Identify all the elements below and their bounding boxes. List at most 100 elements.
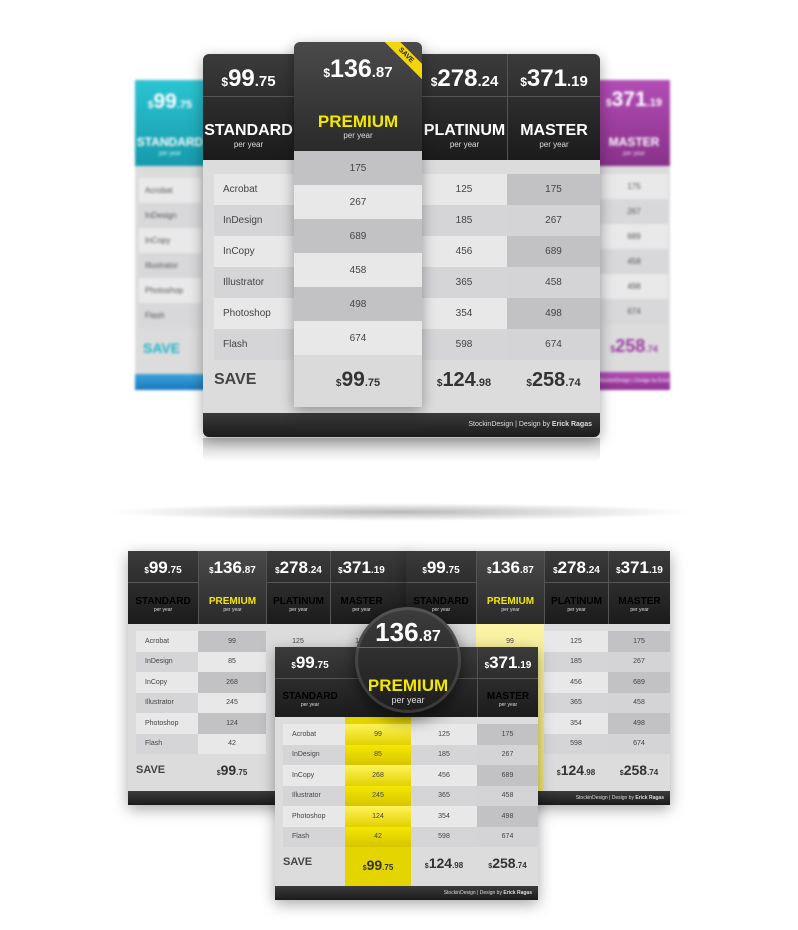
purple-value: 689 [600,224,668,249]
sl-footer-price: $99.75 [216,762,248,778]
sr-value: 598 [544,733,608,754]
front-platinum-footer-price: $124.98 [424,855,464,871]
teal-feature: Acrobat [139,178,201,203]
standard-price: $99.75 [221,65,276,92]
feature-label-list: Acrobat InDesign InCopy Illustrator Phot… [214,174,294,360]
teal-card-header: $99.75 STANDARD per year [135,80,205,166]
table-reflection [203,438,600,462]
premium-value: 674 [294,321,422,355]
sl-per-year: per year [289,607,308,613]
loupe-price: 136.87 [375,617,441,647]
sl-save-label: SAVE [136,764,166,776]
platinum-value-list: 125 185 456 365 354 598 [421,174,507,360]
master-value: 498 [507,298,600,329]
feature-label: Illustrator [214,267,294,298]
magnifier-loupe: 136.87 PREMIUM per year SAVE [355,607,461,713]
front-per-year: per year [498,702,518,708]
front-value: 674 [477,826,538,847]
teal-feature: Flash [139,303,201,328]
feature-label: InCopy [214,236,294,267]
sl-feature: Acrobat [136,631,198,652]
sl-master-header: $371.19 MASTER per year [330,551,392,624]
purple-card-header: $371.19 MASTER per year [598,80,670,166]
premium-value: 175 [294,151,422,185]
front-feature: InCopy [283,765,345,786]
front-feature: InDesign [283,744,345,765]
platinum-price: $278.24 [430,65,499,92]
platinum-value: 598 [421,329,507,360]
front-feature: Illustrator [283,785,345,806]
front-value: 689 [477,765,538,786]
loupe-divider [355,647,461,648]
front-standard-name: STANDARD [282,691,338,702]
platinum-column-header: $278.24 PLATINUM per year [421,54,507,160]
premium-value: 267 [294,185,422,219]
feature-label: InDesign [214,205,294,236]
sl-feature: Photoshop [136,713,198,734]
purple-value: 498 [600,274,668,299]
purple-footer-bar: StockinDesign | Design by Erick Ragas [598,372,670,402]
sl-value: 268 [198,672,266,693]
sl-feature: InCopy [136,672,198,693]
sr-premium-name: PREMIUM [486,596,535,607]
sr-value: 125 [544,631,608,652]
sl-value: 99 [198,631,266,652]
front-master-values: 175 267 689 458 498 674 [477,724,538,847]
sl-feature-list: Acrobat InDesign InCopy Illustrator Phot… [136,631,198,754]
save-row-label: SAVE [214,371,257,388]
premium-value: 458 [294,253,422,287]
master-value: 267 [507,205,600,236]
sr-value: 458 [608,692,670,713]
sl-platinum-price: $278.24 [275,558,322,577]
front-value: 42 [345,826,411,847]
premium-value: 689 [294,219,422,253]
sr-per-year: per year [630,607,649,613]
sl-platinum-header: $278.24 PLATINUM per year [266,551,330,624]
platinum-footer-price: $124.98 [436,369,492,391]
purple-price: $371.19 [606,88,662,111]
platinum-value: 365 [421,267,507,298]
front-value: 354 [411,806,477,827]
front-value: 185 [411,744,477,765]
master-per-year: per year [539,140,569,149]
teal-save-label: SAVE [143,340,181,356]
front-feature: Flash [283,826,345,847]
feature-label: Photoshop [214,298,294,329]
front-save-label: SAVE [283,856,313,868]
teal-per-year: per year [158,151,181,157]
premium-value: 498 [294,287,422,321]
sr-value: 689 [608,672,670,693]
teal-feature: Photoshop [139,278,201,303]
section-divider [105,503,695,521]
sl-feature: Illustrator [136,692,198,713]
standard-per-year: per year [233,140,264,149]
teal-price: $99.75 [147,90,193,113]
sl-per-year: per year [153,607,173,613]
credit-bar: StockinDesign | Design by Erick Ragas [203,413,600,437]
sr-platinum-price: $278.24 [553,558,600,577]
sr-master-footer-price: $258.74 [619,762,659,778]
sl-value: 85 [198,651,266,672]
sl-value: 125 [292,637,304,645]
front-value: 245 [345,785,411,806]
standard-plan-name: STANDARD [204,122,293,139]
sl-per-year: per year [352,607,371,613]
front-credit-bar: StockinDesign | Design by Erick Ragas [275,886,538,900]
master-footer-price: $258.74 [526,369,581,391]
front-feature: Photoshop [283,806,345,827]
teal-feature: Illustrator [139,253,201,278]
front-value: 125 [411,724,477,745]
sl-standard-name: STANDARD [135,596,191,607]
purple-per-year: per year [622,151,645,157]
front-master-header: $371.19 MASTER per year [477,647,538,717]
purple-footer-price: $258.74 [610,336,658,356]
standard-card-teal-left: $99.75 STANDARD per year Acrobat InDesig… [135,80,205,390]
premium-plan-name: PREMIUM [317,112,399,131]
sr-value: 674 [608,733,670,754]
feature-label: Flash [214,329,294,360]
sl-standard-values: 99 85 268 245 124 42 [198,631,266,754]
sl-premium-price: $136.87 [209,558,256,577]
sr-premium-header: $136.87 PREMIUM per year [476,551,544,624]
premium-header: $136.87 PREMIUM per year SAVE [294,42,422,151]
front-master-name: MASTER [486,691,530,702]
